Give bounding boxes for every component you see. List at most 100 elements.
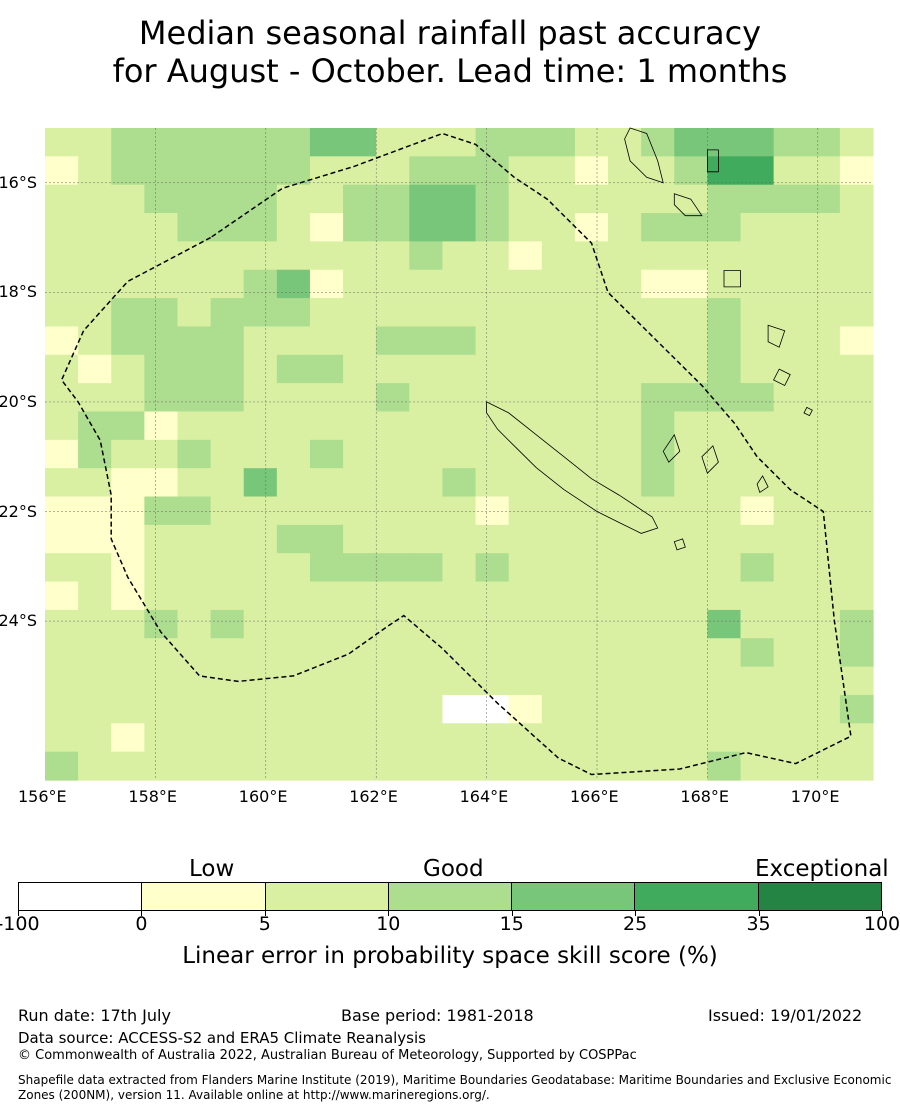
grid-cell xyxy=(343,609,377,639)
grid-cell xyxy=(111,269,145,299)
grid-cell xyxy=(773,439,808,469)
grid-cell xyxy=(409,723,444,753)
grid-cell xyxy=(243,383,278,413)
grid-cell xyxy=(740,751,775,781)
grid-cell xyxy=(111,694,145,724)
grid-cell xyxy=(442,241,477,271)
grid-cell xyxy=(541,269,576,299)
grid-cell xyxy=(442,496,477,526)
grid-cell xyxy=(177,666,212,696)
grid-cell xyxy=(177,269,212,299)
grid-cell xyxy=(508,383,543,413)
grid-cell xyxy=(111,439,145,469)
grid-cell xyxy=(343,269,377,299)
grid-cell xyxy=(210,638,245,668)
colorbar-tickmark xyxy=(141,911,143,916)
grid-cell xyxy=(475,553,510,583)
grid-cell xyxy=(475,524,510,554)
grid-cell xyxy=(177,468,212,498)
map-gridlines xyxy=(45,128,873,780)
grid-cell xyxy=(674,468,708,498)
grid-cell xyxy=(442,269,477,299)
grid-cell xyxy=(309,609,344,639)
title-line-1: Median seasonal rainfall past accuracy xyxy=(138,14,762,52)
grid-cell xyxy=(144,213,179,242)
grid-cell xyxy=(276,553,311,583)
grid-cell xyxy=(144,269,179,299)
grid-cell xyxy=(45,298,79,328)
grid-cell xyxy=(508,439,543,469)
grid-cell xyxy=(740,439,775,469)
grid-cell xyxy=(541,298,576,328)
grid-cell xyxy=(773,411,808,441)
island-outline xyxy=(773,368,791,387)
grid-cell xyxy=(806,269,841,299)
colorbar-segment xyxy=(142,883,266,910)
grid-cell xyxy=(707,128,742,157)
run-date: Run date: 17th July xyxy=(18,1006,171,1025)
grid-cell xyxy=(376,524,410,554)
grid-cell xyxy=(45,751,79,781)
grid-cell xyxy=(442,439,477,469)
colorbar-segment xyxy=(388,883,513,910)
colorbar-segment xyxy=(512,883,636,910)
grid-cell xyxy=(409,496,444,526)
grid-cell xyxy=(111,723,145,753)
grid-cell xyxy=(177,411,212,441)
colorbar-tick-label: -100 xyxy=(0,913,40,935)
coastlines xyxy=(486,127,813,551)
grid-cell xyxy=(343,581,377,611)
grid-cell xyxy=(276,638,311,668)
grid-cell xyxy=(243,354,278,384)
grid-cell xyxy=(475,128,510,157)
grid-cell xyxy=(276,411,311,441)
good-label: Good xyxy=(423,856,484,882)
grid-cell xyxy=(243,581,278,611)
grid-cell xyxy=(442,638,477,668)
grid-cell xyxy=(608,723,642,753)
grid-cell xyxy=(773,609,808,639)
grid-cell xyxy=(475,609,510,639)
grid-cell xyxy=(806,524,841,554)
grid-cell xyxy=(541,354,576,384)
grid-cell xyxy=(475,184,510,214)
grid-cell xyxy=(243,609,278,639)
grid-cell xyxy=(276,694,311,724)
grid-cell xyxy=(707,326,742,356)
grid-cell xyxy=(309,411,344,441)
grid-cell xyxy=(508,241,543,271)
grid-cell xyxy=(608,609,642,639)
grid-cell xyxy=(839,326,874,356)
grid-cell xyxy=(111,354,145,384)
grid-cell xyxy=(243,241,278,271)
longitude-tick-label: 160°E xyxy=(238,787,288,806)
grid-cell xyxy=(45,213,79,242)
grid-cell xyxy=(608,269,642,299)
grid-cell xyxy=(508,213,543,242)
grid-cell xyxy=(442,326,477,356)
grid-cell xyxy=(177,524,212,554)
grid-cell xyxy=(442,751,477,781)
grid-cell xyxy=(508,496,543,526)
grid-cell xyxy=(409,694,444,724)
colorbar-tick-label: 0 xyxy=(135,913,148,935)
grid-cell xyxy=(674,326,708,356)
grid-cell xyxy=(740,298,775,328)
grid-cell xyxy=(210,524,245,554)
colorbar-tick-label: 25 xyxy=(623,913,648,935)
grid-cell xyxy=(740,666,775,696)
grid-cell xyxy=(78,524,112,554)
grid-cell xyxy=(45,553,79,583)
grid-cell xyxy=(442,354,477,384)
grid-cell xyxy=(78,411,112,441)
grid-cell xyxy=(309,269,344,299)
grid-cell xyxy=(574,638,609,668)
grid-cell xyxy=(210,553,245,583)
grid-cell xyxy=(508,128,543,157)
grid-cell xyxy=(177,581,212,611)
grid-cell xyxy=(111,213,145,242)
grid-cell xyxy=(243,666,278,696)
longitude-tick-label: 162°E xyxy=(349,787,398,806)
grid-cell xyxy=(111,156,145,186)
grid-cell xyxy=(376,383,410,413)
